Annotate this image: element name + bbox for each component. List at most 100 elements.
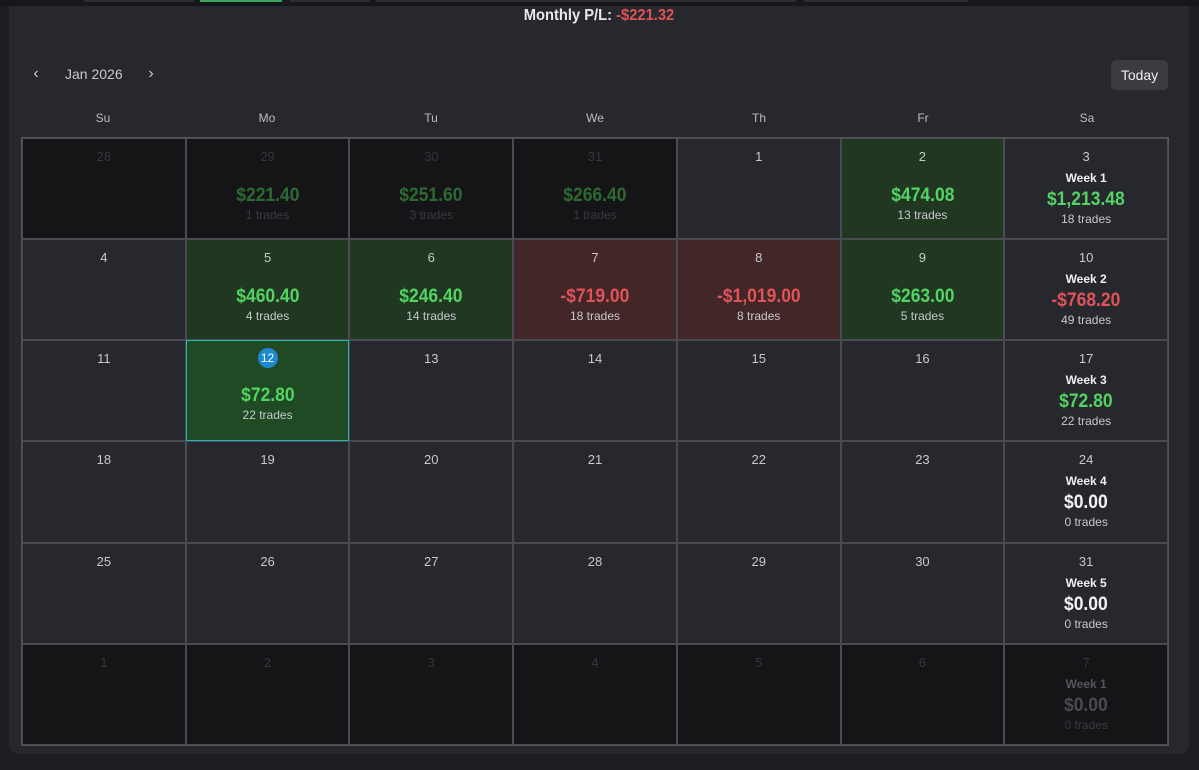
week-summary-cell[interactable]: 31 Week 5 $0.00 0 trades [1004, 542, 1168, 644]
day-number: 3 [1082, 149, 1090, 164]
calendar-day[interactable]: 5 $460.40 4 trades [185, 239, 350, 341]
day-number: 5 [755, 654, 763, 670]
week-label: Week 4 [1065, 474, 1107, 489]
day-trade-count: 4 trades [245, 309, 290, 324]
weekday-label: Th [751, 111, 766, 125]
monthly-pl-summary: Monthly P/L: -$221.32 [56, 6, 1142, 28]
day-number: 7 [1082, 654, 1090, 670]
day-number: 11 [97, 351, 111, 367]
day-trade-count: 5 trades [900, 309, 945, 324]
calendar-day[interactable]: 21 [513, 441, 677, 543]
week-pnl: -$768.20 [1051, 290, 1121, 312]
day-pnl: $263.00 [890, 286, 955, 308]
calendar-day[interactable]: 6 [840, 643, 1005, 745]
calendar-day[interactable]: 7 -$719.00 18 trades [513, 239, 677, 341]
monthly-pl-value: -$221.32 [616, 7, 675, 24]
weekday-header: Su Mo Tu We Th Fr Sa [21, 110, 1169, 130]
calendar-day[interactable]: 16 [840, 340, 1005, 442]
week-summary-cell[interactable]: 10 Week 2 -$768.20 49 trades [1004, 239, 1168, 341]
day-number: 21 [587, 452, 603, 468]
today-date-badge: 12 [257, 348, 278, 369]
calendar-day[interactable]: 29 [676, 542, 841, 644]
calendar-day[interactable]: 15 [676, 340, 841, 442]
next-month-button[interactable]: › [140, 64, 162, 86]
calendar-day[interactable]: 28 [22, 138, 186, 240]
day-number: 30 [424, 149, 439, 164]
week-trade-count: 0 trades [1064, 717, 1108, 732]
day-number: 1 [100, 654, 108, 670]
calendar-day[interactable]: 20 [349, 441, 514, 543]
weekday-label: We [586, 111, 604, 125]
day-number: 4 [591, 654, 599, 670]
calendar-day[interactable]: 9 $263.00 5 trades [840, 239, 1005, 341]
calendar-day[interactable]: 30 [840, 542, 1005, 644]
week-label: Week 3 [1065, 373, 1107, 388]
calendar-day[interactable]: 31 $266.40 1 trades [513, 138, 677, 240]
day-number: 14 [587, 351, 603, 367]
day-number: 28 [96, 149, 112, 164]
calendar-day[interactable]: 3 [349, 643, 514, 745]
calendar-day[interactable]: 25 [22, 542, 186, 644]
day-number: 29 [751, 553, 766, 569]
day-number: 19 [260, 452, 275, 468]
tab-indicator[interactable] [376, 0, 796, 2]
calendar-day[interactable]: 4 [22, 239, 186, 341]
tab-indicator[interactable] [84, 0, 194, 2]
weekday-label: Tu [424, 111, 438, 125]
week-label: Week 1 [1065, 676, 1107, 691]
week-label: Week 2 [1065, 272, 1107, 287]
calendar-day[interactable]: 30 $251.60 3 trades [349, 138, 514, 240]
day-trade-count: 8 trades [737, 309, 781, 324]
week-label: Week 1 [1065, 171, 1107, 185]
day-number: 20 [424, 452, 439, 468]
tab-indicator[interactable] [804, 0, 968, 2]
calendar-day[interactable]: 13 [349, 340, 514, 442]
calendar-day[interactable]: 2 $474.08 13 trades [840, 138, 1005, 240]
today-button[interactable]: Today [1111, 60, 1168, 90]
calendar-day[interactable]: 22 [676, 441, 841, 543]
day-number: 4 [100, 250, 108, 266]
day-number: 3 [427, 654, 435, 670]
prev-month-button[interactable]: ‹ [25, 64, 47, 86]
day-number: 17 [1078, 351, 1094, 367]
calendar-day[interactable]: 18 [22, 441, 186, 543]
day-number: 7 [591, 250, 599, 266]
week-trade-count: 22 trades [1061, 414, 1112, 429]
calendar-day[interactable]: 29 $221.40 1 trades [185, 138, 350, 240]
calendar-day[interactable]: 28 [513, 542, 677, 644]
day-trade-count: 18 trades [569, 309, 621, 324]
day-number: 6 [427, 250, 435, 266]
calendar-day[interactable]: 2 [185, 643, 350, 745]
week-summary-cell[interactable]: 7 Week 1 $0.00 0 trades [1004, 643, 1168, 745]
calendar-day[interactable]: 8 -$1,019.00 8 trades [676, 239, 841, 341]
calendar-day[interactable]: 5 [676, 643, 841, 745]
calendar-day[interactable]: 14 [513, 340, 677, 442]
calendar-day[interactable]: 27 [349, 542, 514, 644]
calendar-day[interactable]: 11 [22, 340, 186, 442]
calendar-day[interactable]: 4 [513, 643, 677, 745]
weekday-label: Mo [258, 111, 276, 125]
day-number: 10 [1078, 250, 1094, 266]
day-number: 30 [915, 553, 930, 569]
calendar-day[interactable]: 6 $246.40 14 trades [349, 239, 514, 341]
calendar-day[interactable]: 1 [22, 643, 186, 745]
calendar-panel: Monthly P/L: -$221.32 ‹ Jan 2026 › Today… [9, 6, 1189, 754]
tab-indicator[interactable] [290, 0, 370, 2]
week-summary-cell[interactable]: 3 Week 1 $1,213.48 18 trades [1004, 138, 1168, 240]
calendar-day[interactable]: 1 [676, 138, 841, 240]
tab-indicator-active[interactable] [200, 0, 282, 2]
day-number: 18 [96, 452, 112, 468]
calendar-day-today[interactable]: 12 $72.80 22 trades [185, 340, 350, 442]
week-summary-cell[interactable]: 24 Week 4 $0.00 0 trades [1004, 441, 1168, 543]
calendar-day[interactable]: 26 [185, 542, 350, 644]
calendar-day[interactable]: 19 [185, 441, 350, 543]
week-pnl: $0.00 [1064, 492, 1109, 514]
day-trade-count: 1 trades [573, 208, 617, 222]
day-number: 13 [424, 351, 439, 367]
week-pnl: $1,213.48 [1047, 189, 1126, 210]
day-number: 6 [918, 654, 927, 670]
week-summary-cell[interactable]: 17 Week 3 $72.80 22 trades [1004, 340, 1168, 442]
week-pnl: $0.00 [1064, 694, 1109, 716]
calendar-day[interactable]: 23 [840, 441, 1005, 543]
day-trade-count: 13 trades [897, 208, 948, 222]
